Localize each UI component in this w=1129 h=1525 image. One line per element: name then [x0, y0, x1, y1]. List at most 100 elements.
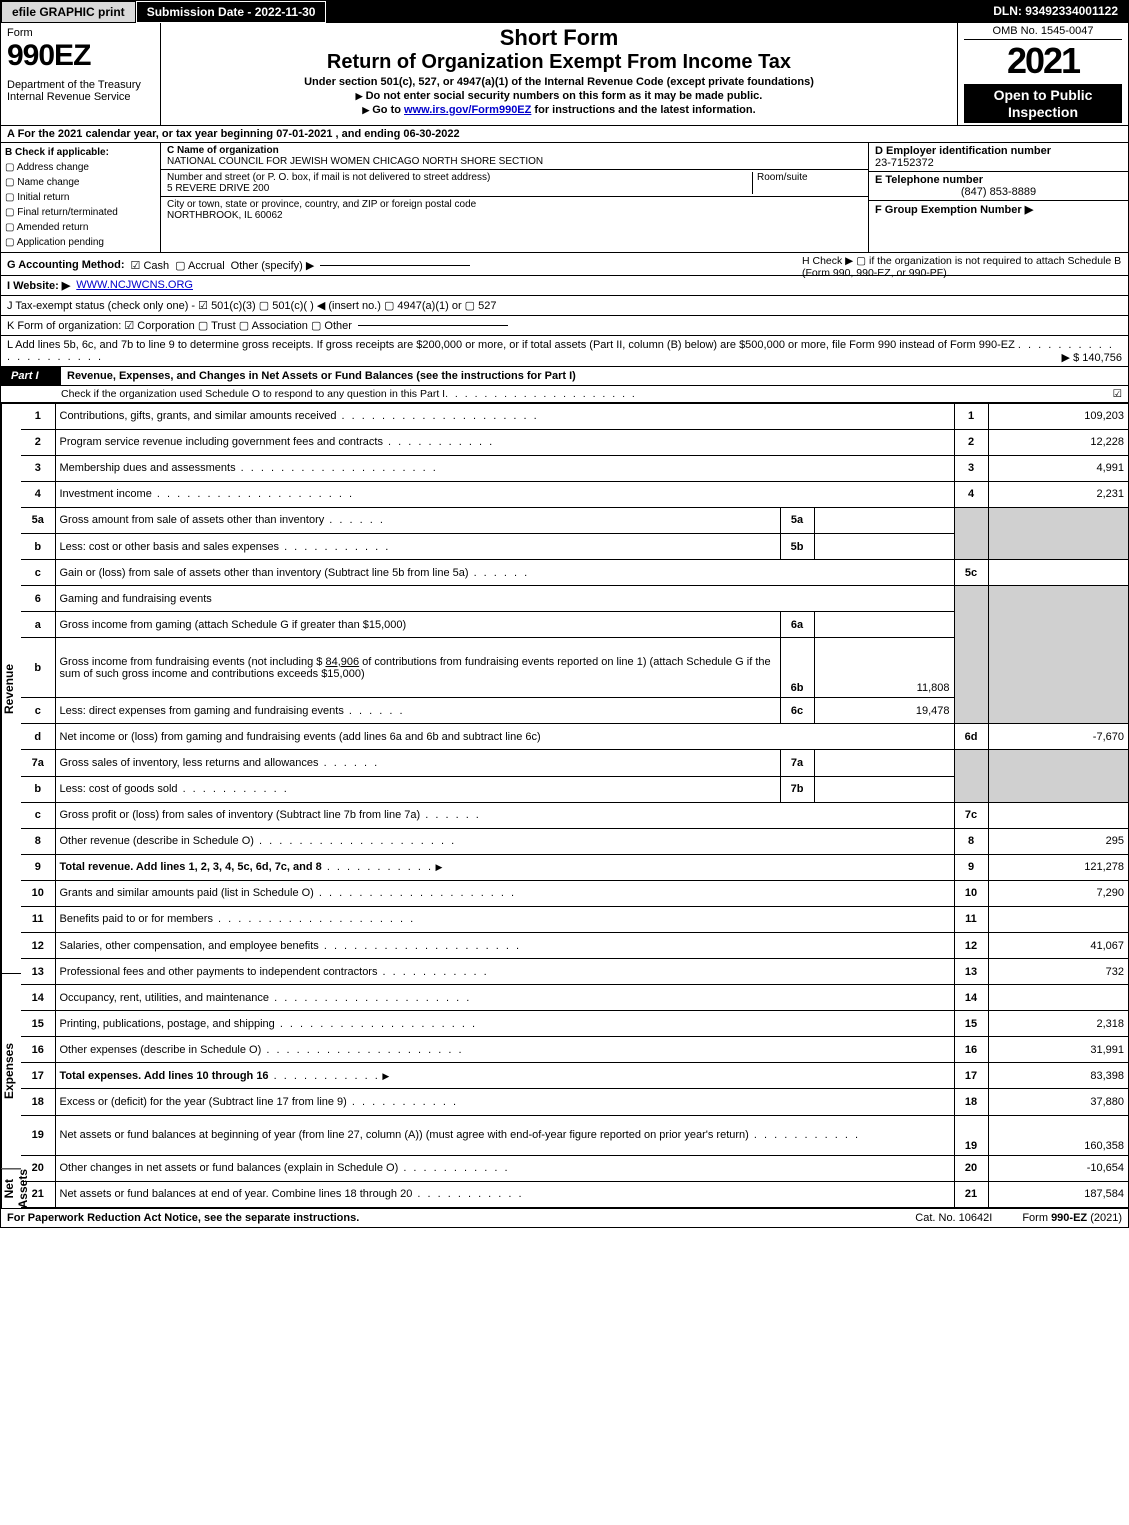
- footer-right-suffix: (2021): [1087, 1212, 1122, 1224]
- l5b-desc: Less: cost or other basis and sales expe…: [60, 541, 280, 553]
- l5a-desc: Gross amount from sale of assets other t…: [60, 514, 325, 526]
- line-21: 21 Net assets or fund balances at end of…: [21, 1181, 1128, 1207]
- section-label-revenue: Revenue: [1, 403, 21, 973]
- h-text: H Check ▶ ▢ if the organization is not r…: [802, 255, 1121, 279]
- l10-rval: 7,290: [988, 880, 1128, 906]
- l6b-desc-pre: Gross income from fundraising events (no…: [60, 656, 326, 668]
- chk-amended-return[interactable]: ▢ Amended return: [5, 220, 156, 235]
- line-2: 2 Program service revenue including gove…: [21, 429, 1128, 455]
- l18-rnum: 18: [954, 1089, 988, 1115]
- l2-rval: 12,228: [988, 429, 1128, 455]
- section-label-expenses: Expenses: [1, 973, 21, 1168]
- chk-label-2: Initial return: [17, 192, 69, 203]
- l5ab-shade-val: [988, 507, 1128, 559]
- spacer: [326, 1, 983, 23]
- form-word: Form: [7, 27, 154, 39]
- page-footer: For Paperwork Reduction Act Notice, see …: [1, 1208, 1128, 1227]
- chk-final-return[interactable]: ▢ Final return/terminated: [5, 205, 156, 220]
- l6d-rval: -7,670: [988, 724, 1128, 750]
- l17-num: 17: [21, 1063, 55, 1089]
- l6d-rnum: 6d: [954, 724, 988, 750]
- top-bar: efile GRAPHIC print Submission Date - 20…: [1, 1, 1128, 23]
- l6a-num: a: [21, 612, 55, 638]
- line-4: 4 Investment income 4 2,231: [21, 481, 1128, 507]
- org-name-row: C Name of organization NATIONAL COUNCIL …: [161, 143, 868, 170]
- column-c-name-address: C Name of organization NATIONAL COUNCIL …: [161, 143, 868, 252]
- l14-num: 14: [21, 985, 55, 1011]
- l7a-num: 7a: [21, 750, 55, 776]
- line-6: 6 Gaming and fundraising events: [21, 586, 1128, 612]
- l18-rval: 37,880: [988, 1089, 1128, 1115]
- g-other-input[interactable]: [320, 265, 470, 266]
- l7c-desc: Gross profit or (loss) from sales of inv…: [60, 809, 421, 821]
- l10-rnum: 10: [954, 880, 988, 906]
- irs-link[interactable]: www.irs.gov/Form990EZ: [404, 104, 531, 116]
- chk-label-5: Application pending: [17, 237, 104, 248]
- part-i-tag: Part I: [1, 367, 61, 385]
- c-name-label: C Name of organization: [167, 145, 279, 156]
- l2-desc: Program service revenue including govern…: [60, 436, 383, 448]
- l8-num: 8: [21, 828, 55, 854]
- form-990ez-page: efile GRAPHIC print Submission Date - 20…: [0, 0, 1129, 1228]
- line-19: 19 Net assets or fund balances at beginn…: [21, 1115, 1128, 1155]
- line-j-tax-exempt: J Tax-exempt status (check only one) - ☑…: [1, 296, 1128, 316]
- l1-desc: Contributions, gifts, grants, and simila…: [60, 410, 337, 422]
- l10-num: 10: [21, 880, 55, 906]
- line-17: 17 Total expenses. Add lines 10 through …: [21, 1063, 1128, 1089]
- l6d-num: d: [21, 724, 55, 750]
- l6b-mval: 11,808: [814, 638, 954, 698]
- l6a-mnum: 6a: [780, 612, 814, 638]
- g-label: G Accounting Method:: [7, 259, 125, 271]
- line-16: 16 Other expenses (describe in Schedule …: [21, 1037, 1128, 1063]
- group-exemption-row: F Group Exemption Number ▶: [869, 201, 1128, 218]
- title-main: Return of Organization Exempt From Incom…: [167, 51, 951, 74]
- chk-name-change[interactable]: ▢ Name change: [5, 175, 156, 190]
- l9-rval: 121,278: [988, 854, 1128, 880]
- l7a-mval: [814, 750, 954, 776]
- l16-num: 16: [21, 1037, 55, 1063]
- l15-rnum: 15: [954, 1011, 988, 1037]
- line-9: 9 Total revenue. Add lines 1, 2, 3, 4, 5…: [21, 854, 1128, 880]
- line-5a: 5a Gross amount from sale of assets othe…: [21, 507, 1128, 533]
- efile-print-button[interactable]: efile GRAPHIC print: [1, 1, 136, 23]
- l13-rval: 732: [988, 959, 1128, 985]
- column-b-check-applicable: B Check if applicable: ▢ Address change …: [1, 143, 161, 252]
- street-label: Number and street (or P. O. box, if mail…: [167, 172, 490, 183]
- g-cash[interactable]: ☑ Cash: [131, 259, 170, 272]
- l3-num: 3: [21, 455, 55, 481]
- l17-rval: 83,398: [988, 1063, 1128, 1089]
- l1-rval: 109,203: [988, 403, 1128, 429]
- ein-value: 23-7152372: [875, 157, 934, 169]
- k-other-input[interactable]: [358, 325, 508, 326]
- chk-application-pending[interactable]: ▢ Application pending: [5, 235, 156, 250]
- g-accrual[interactable]: ▢ Accrual: [175, 259, 225, 272]
- website-link[interactable]: WWW.NCJWCNS.ORG: [76, 279, 193, 291]
- l9-desc: Total revenue. Add lines 1, 2, 3, 4, 5c,…: [60, 861, 322, 873]
- chk-address-change[interactable]: ▢ Address change: [5, 160, 156, 175]
- phone-row: E Telephone number (847) 853-8889: [869, 172, 1128, 201]
- part-i-title: Revenue, Expenses, and Changes in Net As…: [61, 367, 1128, 385]
- k-text: K Form of organization: ☑ Corporation ▢ …: [7, 319, 352, 332]
- l7c-rnum: 7c: [954, 802, 988, 828]
- l20-desc: Other changes in net assets or fund bala…: [60, 1162, 399, 1174]
- l8-rval: 295: [988, 828, 1128, 854]
- g-other[interactable]: Other (specify) ▶: [231, 259, 315, 272]
- schedule-o-checkbox[interactable]: ☑: [1113, 388, 1122, 400]
- title-short-form: Short Form: [167, 25, 951, 51]
- section-label-net-assets: Net Assets: [1, 1168, 21, 1208]
- l19-rnum: 19: [954, 1115, 988, 1155]
- l6a-mval: [814, 612, 954, 638]
- line-7a: 7a Gross sales of inventory, less return…: [21, 750, 1128, 776]
- l7ab-shade: [954, 750, 988, 802]
- line-k-form-of-org: K Form of organization: ☑ Corporation ▢ …: [1, 316, 1128, 336]
- city-label: City or town, state or province, country…: [167, 199, 476, 210]
- l15-num: 15: [21, 1011, 55, 1037]
- header-left: Form 990EZ Department of the Treasury In…: [1, 23, 161, 125]
- header-right: OMB No. 1545-0047 2021 Open to Public In…: [958, 23, 1128, 125]
- column-def: D Employer identification number 23-7152…: [868, 143, 1128, 252]
- chk-initial-return[interactable]: ▢ Initial return: [5, 190, 156, 205]
- l7c-rval: [988, 802, 1128, 828]
- l5b-num: b: [21, 533, 55, 559]
- street-row: Number and street (or P. O. box, if mail…: [161, 170, 868, 197]
- l11-rnum: 11: [954, 906, 988, 932]
